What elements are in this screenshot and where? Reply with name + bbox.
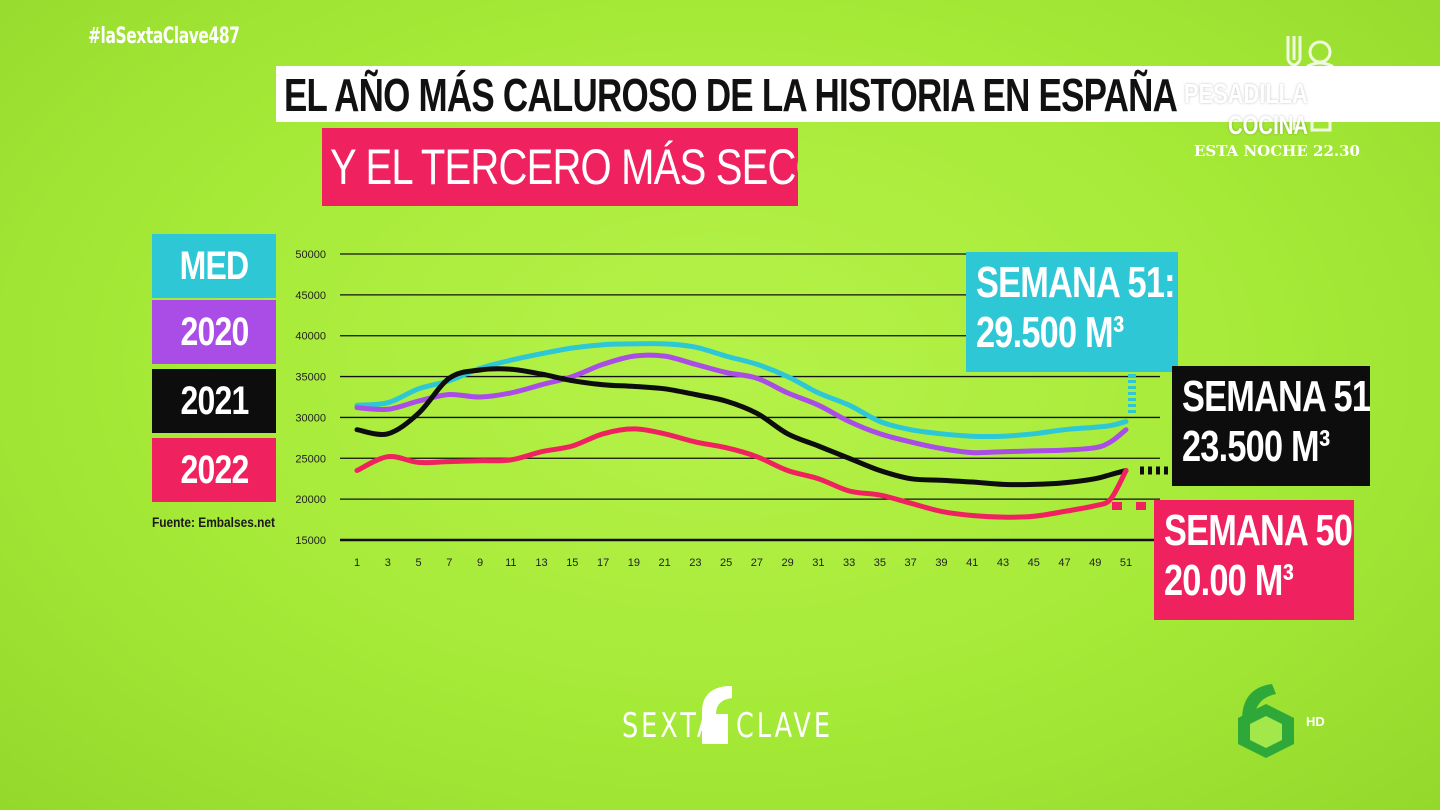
- legend-2022: 2022: [152, 438, 276, 502]
- x-tick-label: 51: [1120, 557, 1132, 569]
- promo-pesadilla-en-la-cocina: PESADILLA EN LA COCINA ESTA NOCHE 22.30: [1180, 30, 1360, 170]
- x-tick-label: 9: [477, 557, 483, 569]
- headline: EL AÑO MÁS CALUROSO DE LA HISTORIA EN ES…: [276, 66, 1440, 122]
- callout-value: 23.500 M³: [1182, 422, 1330, 471]
- y-tick-label: 20000: [295, 494, 326, 506]
- x-tick-label: 29: [782, 557, 794, 569]
- y-tick-label: 50000: [295, 249, 326, 261]
- legend-2020: 2020: [152, 300, 276, 364]
- channel-logo: HD: [1228, 680, 1338, 760]
- x-tick-label: 31: [812, 557, 824, 569]
- x-tick-label: 23: [689, 557, 701, 569]
- promo-title-2: EN LA: [1184, 111, 1220, 125]
- callout-week: SEMANA 51:: [1182, 372, 1370, 421]
- y-tick-label: 40000: [295, 331, 326, 343]
- x-tick-label: 47: [1058, 557, 1070, 569]
- x-tick-label: 25: [720, 557, 732, 569]
- x-tick-label: 7: [446, 557, 452, 569]
- source-note: Fuente: Embalses.net: [152, 514, 275, 530]
- channel-six-logo-icon: [1238, 684, 1294, 758]
- callout-week: SEMANA 50:: [1164, 506, 1354, 555]
- headline-text: EL AÑO MÁS CALUROSO DE LA HISTORIA EN ES…: [284, 69, 1178, 121]
- subheadline-text: Y EL TERCERO MÁS SECO: [330, 139, 798, 195]
- channel-hd-tag: HD: [1306, 714, 1325, 729]
- callout-value: 29.500 M³: [976, 308, 1124, 357]
- series-line-2020: [354, 352, 1129, 456]
- series-line-med10: [354, 341, 1129, 439]
- callout-med10: SEMANA 51: 29.500 M³: [966, 252, 1178, 372]
- program-logo-right: CLAVE: [736, 706, 833, 746]
- callout-2022: SEMANA 50: 20.00 M³: [1154, 500, 1354, 620]
- x-tick-label: 45: [1028, 557, 1040, 569]
- x-tick-label: 15: [566, 557, 578, 569]
- legend-label: 2021: [179, 379, 249, 423]
- callout-week: SEMANA 51:: [976, 258, 1176, 307]
- x-tick-label: 41: [966, 557, 978, 569]
- y-tick-label: 15000: [295, 535, 326, 547]
- legend-label: 2022: [179, 448, 249, 492]
- x-tick-label: 17: [597, 557, 609, 569]
- promo-title-1: PESADILLA: [1184, 78, 1308, 109]
- x-tick-label: 27: [751, 557, 763, 569]
- x-tick-label: 3: [385, 557, 391, 569]
- legend-2021: 2021: [152, 369, 276, 433]
- x-tick-label: 37: [905, 557, 917, 569]
- y-tick-label: 30000: [295, 412, 326, 424]
- program-logo-left: SEXTA: [622, 706, 718, 746]
- callout-2021: SEMANA 51: 23.500 M³: [1172, 366, 1370, 486]
- callout-value: 20.00 M³: [1164, 556, 1294, 605]
- x-tick-label: 5: [415, 557, 421, 569]
- x-tick-label: 13: [535, 557, 547, 569]
- legend-med10: MED 10: [152, 234, 276, 298]
- x-tick-label: 19: [628, 557, 640, 569]
- legend-label: MED 10: [179, 244, 250, 288]
- chef-silhouette-icon: [1286, 36, 1340, 132]
- series-line-2021: [354, 366, 1129, 488]
- x-tick-label: 1: [354, 557, 360, 569]
- y-tick-label: 45000: [295, 290, 326, 302]
- x-tick-label: 11: [505, 557, 516, 569]
- x-tick-label: 49: [1089, 557, 1101, 569]
- program-logo-mark-icon: [702, 686, 732, 744]
- x-tick-label: 21: [658, 557, 670, 569]
- program-logo: SEXTA CLAVE: [620, 684, 840, 748]
- x-tick-label: 39: [935, 557, 947, 569]
- y-tick-label: 35000: [295, 372, 326, 384]
- x-tick-label: 43: [997, 557, 1009, 569]
- promo-time: ESTA NOCHE 22.30: [1194, 142, 1360, 160]
- promo-title-3: COCINA: [1228, 110, 1308, 140]
- series-line-2022: [354, 426, 1129, 520]
- y-tick-label: 25000: [295, 453, 326, 465]
- hashtag: #laSextaClave487: [88, 24, 240, 49]
- legend-label: 2020: [179, 310, 249, 354]
- x-tick-label: 35: [874, 557, 886, 569]
- x-tick-label: 33: [843, 557, 855, 569]
- subheadline: Y EL TERCERO MÁS SECO: [322, 128, 798, 206]
